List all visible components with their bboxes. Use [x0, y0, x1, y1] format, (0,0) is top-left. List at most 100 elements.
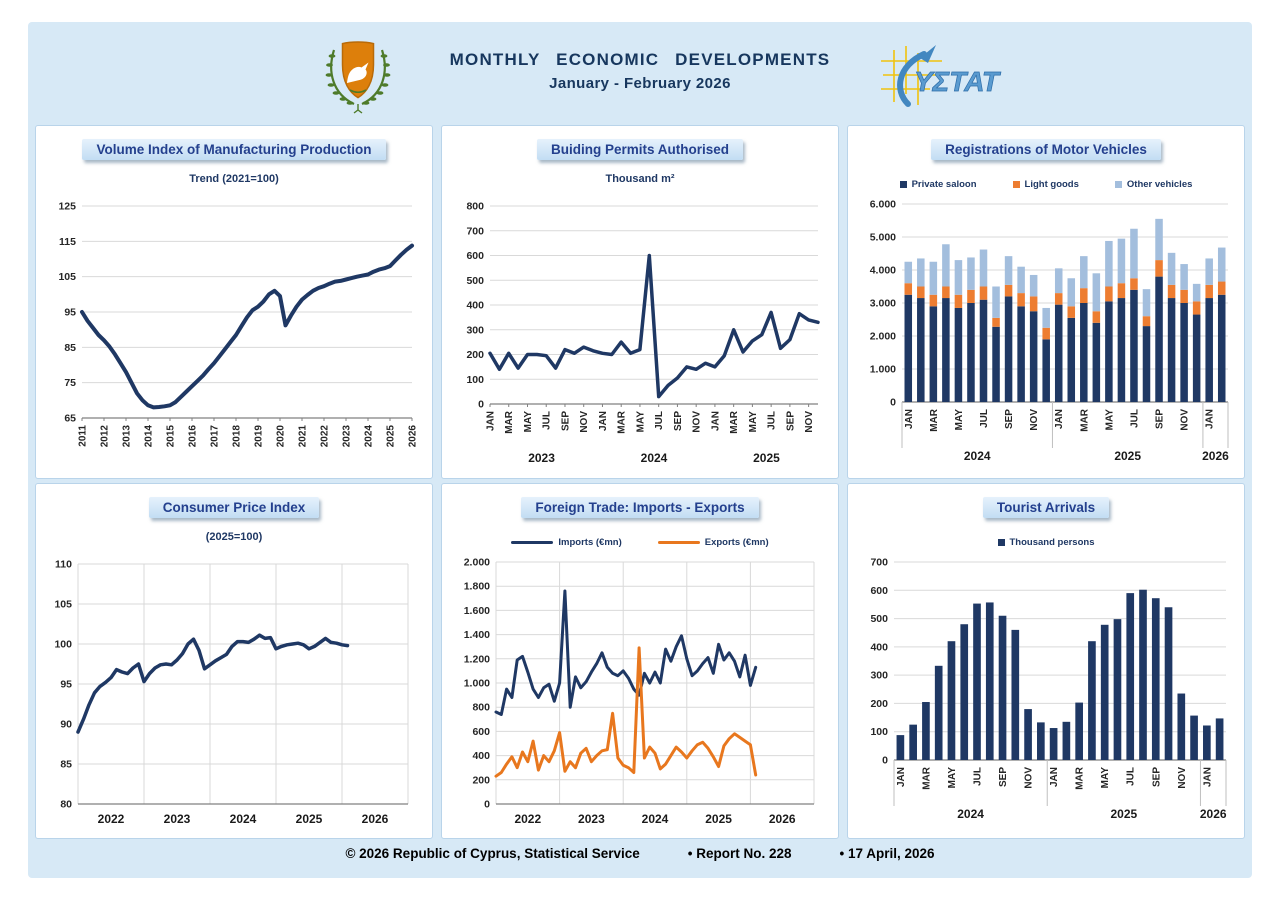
svg-text:MAR: MAR	[729, 410, 740, 434]
svg-text:500: 500	[466, 275, 484, 287]
svg-text:JUL: JUL	[1126, 767, 1137, 786]
manufacturing-trend-chart: 65 75 85 95 105 115 125 2011 2012 2013 2014 2015 201…	[58, 201, 418, 448]
report-period: January - February 2026	[549, 75, 731, 92]
svg-text:0: 0	[882, 755, 888, 767]
svg-text:1.400: 1.400	[464, 629, 490, 641]
svg-text:5.000: 5.000	[870, 232, 896, 244]
svg-text:2.000: 2.000	[464, 557, 490, 569]
svg-text:MAR: MAR	[1079, 408, 1090, 432]
svg-text:1.000: 1.000	[464, 678, 490, 690]
svg-text:NOV: NOV	[804, 411, 815, 433]
svg-text:JAN: JAN	[1054, 409, 1065, 429]
report-footer: © 2026 Republic of Cyprus, Statistical S…	[28, 846, 1252, 861]
motor-vehicles-chart: 0 1.000 2.000 3.000 4.000 5.000 6.000 JAN MAR MAY…	[870, 199, 1229, 464]
svg-text:JAN: JAN	[710, 411, 721, 431]
panel-consumer-price-index: Consumer Price Index (2025=100) 80 85 90 95…	[35, 483, 433, 839]
svg-text:600: 600	[870, 585, 888, 597]
svg-text:JAN: JAN	[904, 409, 915, 429]
svg-text:80: 80	[60, 799, 72, 811]
legend-label: Exports (€mn)	[704, 537, 769, 548]
legend-label: Private saloon	[911, 179, 977, 190]
svg-text:90: 90	[60, 719, 72, 731]
panel-title: Buiding Permits Authorised	[536, 139, 743, 160]
svg-text:110: 110	[55, 559, 72, 571]
vehicles-legend: Private saloon Light goods Other vehicles	[848, 166, 1244, 196]
legend-item: Other vehicles	[1114, 179, 1193, 190]
svg-text:105: 105	[58, 271, 76, 283]
svg-text:MAY: MAY	[635, 411, 646, 433]
svg-text:75: 75	[64, 377, 76, 389]
svg-text:JAN: JAN	[1049, 767, 1060, 787]
svg-text:100: 100	[870, 726, 888, 738]
svg-text:2012: 2012	[100, 425, 111, 448]
panel-building-permits: Buiding Permits Authorised Thousand m² 0…	[441, 125, 839, 479]
svg-text:2018: 2018	[232, 425, 243, 448]
svg-text:125: 125	[58, 201, 76, 213]
svg-text:2024: 2024	[230, 812, 257, 826]
svg-text:2016: 2016	[188, 425, 199, 448]
svg-text:85: 85	[60, 759, 72, 771]
svg-text:3.000: 3.000	[870, 298, 896, 310]
svg-text:2024: 2024	[957, 807, 984, 821]
svg-text:2021: 2021	[298, 425, 309, 448]
cystat-logo: ΥΣΤΑΤ	[878, 44, 1004, 115]
legend-label: Imports (€mn)	[558, 537, 622, 548]
svg-text:MAY: MAY	[748, 411, 759, 433]
svg-text:2020: 2020	[276, 425, 287, 448]
svg-text:JUL: JUL	[979, 409, 990, 428]
svg-text:0: 0	[478, 399, 484, 411]
svg-text:2025: 2025	[1114, 449, 1141, 463]
tourist-arrivals-chart: 0 100 200 300 400 500 600 700 JAN MAR MAY JUL SEP NOV…	[870, 557, 1226, 822]
svg-text:2023: 2023	[528, 451, 555, 465]
svg-text:MAY: MAY	[954, 409, 965, 431]
svg-text:2024: 2024	[364, 425, 375, 448]
footer-date: • 17 April, 2026	[839, 846, 935, 861]
svg-text:JUL: JUL	[767, 411, 778, 430]
svg-text:2025: 2025	[753, 451, 780, 465]
panel-title: Tourist Arrivals	[982, 497, 1110, 518]
legend-swatch	[657, 540, 700, 545]
svg-text:85: 85	[64, 342, 76, 354]
svg-text:SEP: SEP	[998, 767, 1009, 787]
svg-text:2014: 2014	[144, 425, 155, 448]
svg-text:SEP: SEP	[673, 411, 684, 431]
svg-text:NOV: NOV	[1029, 409, 1040, 431]
svg-text:MAR: MAR	[617, 410, 628, 434]
svg-text:JAN: JAN	[896, 767, 907, 787]
svg-text:NOV: NOV	[1024, 767, 1035, 789]
svg-text:400: 400	[472, 750, 490, 762]
panel-tourist-arrivals: Tourist Arrivals Thousand persons 0 100 20…	[847, 483, 1245, 839]
svg-text:100: 100	[54, 639, 72, 651]
svg-text:2017: 2017	[210, 425, 221, 448]
svg-text:800: 800	[472, 702, 490, 714]
svg-text:2024: 2024	[641, 451, 668, 465]
legend-swatch	[1012, 181, 1020, 188]
svg-text:2019: 2019	[254, 425, 265, 448]
svg-text:JAN: JAN	[1205, 409, 1216, 429]
svg-text:2023: 2023	[578, 812, 605, 826]
building-permits-chart: 0 100 200 300 400 500 600 700 800 JAN MAR MAY JUL SEP…	[466, 201, 820, 465]
svg-text:MAY: MAY	[1104, 409, 1115, 431]
svg-text:2023: 2023	[342, 425, 353, 448]
svg-text:SEP: SEP	[1155, 409, 1166, 429]
svg-text:2025: 2025	[705, 812, 732, 826]
svg-text:JUL: JUL	[1129, 409, 1140, 428]
legend-label: Other vehicles	[1126, 179, 1193, 190]
svg-text:MAR: MAR	[921, 766, 932, 790]
svg-text:2025: 2025	[296, 812, 323, 826]
svg-text:1.600: 1.600	[464, 605, 490, 617]
legend-swatch	[899, 181, 907, 188]
panel-title: Registrations of Motor Vehicles	[931, 139, 1161, 160]
svg-text:MAR: MAR	[929, 408, 940, 432]
panel-subtitle: Thousand m²	[605, 173, 675, 185]
svg-text:400: 400	[466, 300, 484, 312]
legend-item: Imports (€mn)	[511, 537, 622, 548]
legend-item: Light goods	[1012, 179, 1079, 190]
legend-item: Thousand persons	[997, 537, 1094, 548]
svg-text:0: 0	[484, 799, 490, 811]
panel-title: Volume Index of Manufacturing Production	[82, 139, 386, 160]
report-page: MONTHLY ECONOMIC DEVELOPMENTS January - …	[28, 22, 1252, 878]
svg-text:800: 800	[466, 201, 484, 213]
svg-text:2015: 2015	[166, 425, 177, 448]
svg-text:2022: 2022	[98, 812, 125, 826]
